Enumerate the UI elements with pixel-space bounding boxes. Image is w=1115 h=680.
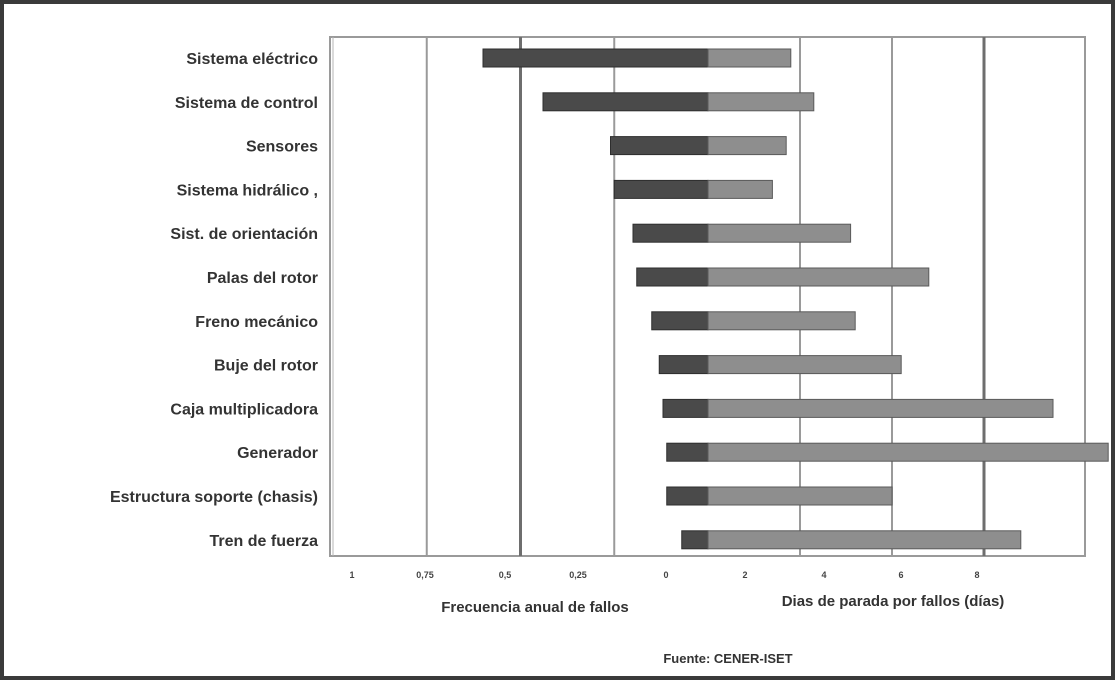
- bar-frequency: [613, 179, 709, 199]
- bar-downtime: [707, 398, 1054, 418]
- left-tick-label: 0,75: [416, 570, 434, 580]
- category-label: Sensores: [246, 139, 318, 156]
- bar-downtime: [707, 92, 815, 112]
- category-label: Tren de fuerza: [210, 533, 319, 550]
- bar-downtime: [707, 223, 852, 243]
- category-label: Sistema de control: [175, 95, 318, 112]
- left-tick-label: 0: [663, 570, 668, 580]
- category-label: Palas del rotor: [207, 270, 318, 287]
- bar-frequency: [681, 530, 709, 550]
- left-axis-title: Frecuencia anual de fallos: [441, 599, 629, 616]
- bar-frequency: [666, 486, 709, 506]
- bar-downtime: [707, 486, 893, 506]
- bar-frequency: [651, 311, 709, 331]
- right-tick-label: 4: [821, 570, 826, 580]
- category-label: Buje del rotor: [214, 358, 318, 375]
- source-label: Fuente: CENER-ISET: [663, 651, 792, 666]
- bar-downtime: [707, 530, 1022, 550]
- bar-frequency: [666, 442, 709, 462]
- bar-downtime: [707, 267, 930, 287]
- category-label: Estructura soporte (chasis): [110, 489, 318, 506]
- bars: [482, 48, 1109, 550]
- right-tick-label: 8: [974, 570, 979, 580]
- bar-downtime: [707, 442, 1109, 462]
- category-label: Sist. de orientación: [170, 226, 318, 243]
- bar-downtime: [707, 179, 773, 199]
- category-label: Sistema eléctrico: [186, 51, 318, 68]
- bar-frequency: [636, 267, 709, 287]
- right-tick-label: 6: [898, 570, 903, 580]
- bar-downtime: [707, 311, 856, 331]
- grid-lines: [332, 37, 986, 556]
- category-labels: Sistema eléctrico Sistema de control Senso…: [110, 51, 318, 550]
- category-label: Generador: [237, 445, 318, 462]
- bar-frequency: [658, 355, 709, 375]
- bar-frequency: [610, 136, 709, 156]
- category-label: Caja multiplicadora: [170, 401, 318, 418]
- tick-labels: 1 0,75 0,5 0,25 0 2 4 6 8: [349, 570, 979, 580]
- bar-frequency: [662, 398, 709, 418]
- category-label: Sistema hidrálico ,: [177, 182, 318, 199]
- plot-area: [329, 36, 1086, 557]
- left-tick-label: 0,5: [499, 570, 512, 580]
- bar-downtime: [707, 355, 902, 375]
- bar-frequency: [482, 48, 709, 68]
- bar-downtime: [707, 136, 787, 156]
- left-tick-label: 1: [349, 570, 354, 580]
- category-label: Freno mecánico: [195, 314, 318, 331]
- right-tick-label: 2: [742, 570, 747, 580]
- bar-frequency: [632, 223, 709, 243]
- right-axis-title: Dias de parada por fallos (días): [782, 593, 1005, 610]
- bar-downtime: [707, 48, 792, 68]
- bar-frequency: [542, 92, 709, 112]
- left-tick-label: 0,25: [569, 570, 587, 580]
